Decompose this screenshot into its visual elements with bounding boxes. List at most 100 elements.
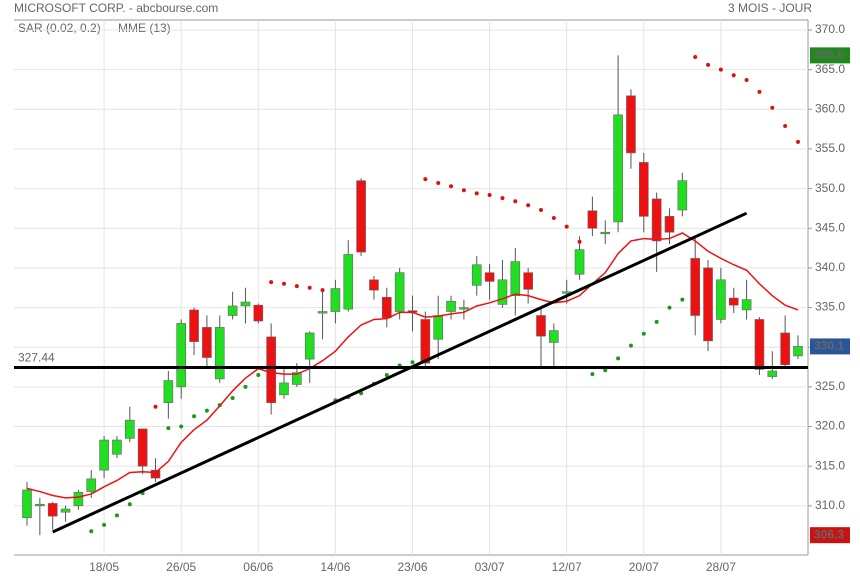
sar-dot [770,105,775,110]
price-tag-label: 306.3 [814,527,844,541]
candle-body [446,300,456,312]
candle-body [202,327,212,358]
sar-dot [410,360,415,365]
legend: SAR (0.02, 0.2) MME (13) [18,21,171,35]
y-tick-label: 360.0 [815,101,845,115]
candle-body [600,231,611,235]
x-tick-label: 23/06 [397,560,427,574]
sar-dot [757,89,762,94]
candle-body [728,297,739,306]
x-tick-label: 26/05 [166,560,196,574]
candle-body [664,216,675,233]
candle-body [420,319,431,364]
sar-dot [269,280,274,285]
candle-body [471,264,482,286]
sar-dot [641,331,646,336]
sar-dot [654,319,659,324]
sar-dot [744,77,749,82]
candle-body [253,304,264,322]
candle-body [112,439,122,455]
y-tick-label: 365.0 [815,62,845,76]
candle-body [497,279,508,305]
candle-body [22,489,32,519]
sar-dot [680,297,685,302]
candle-body [638,162,649,217]
x-tick-label: 14/06 [320,560,350,574]
candle-body [484,272,495,282]
candle-body [613,114,623,223]
chart-subtitle: 3 MOIS - JOUR [728,1,812,15]
sar-dot [89,529,94,534]
x-tick-label: 28/07 [706,560,736,574]
candle-body [137,428,148,467]
candle-body [574,249,585,275]
x-tick-label: 20/07 [629,560,659,574]
sar-dot [551,215,556,220]
price-tag [810,338,850,355]
candle-body [163,380,174,404]
sar-dot [461,188,466,193]
y-tick-label: 355.0 [815,141,845,155]
candle-body [150,469,161,479]
candle-body [176,323,186,388]
candle-body [754,319,765,370]
sar-dot [693,54,698,59]
candle-body [189,309,199,342]
candle-body [317,311,328,314]
candle-body [227,305,238,316]
sar-dot [577,239,582,244]
y-tick-label: 320.0 [815,419,845,433]
legend-label: MME (13) [118,21,171,35]
sar-dot [320,288,325,293]
sar-dot [796,139,800,144]
candle-body [510,261,521,296]
sar-dot [307,285,312,290]
y-tick-label: 370.0 [815,22,845,36]
sar-dot [718,67,723,72]
y-tick-label: 345.0 [815,220,845,234]
sar-dot [230,395,235,400]
candle-body [240,301,251,307]
candle-body [767,370,778,377]
sar-dot [282,281,286,286]
support-label: 327.44 [18,351,55,365]
sar-dot [783,123,788,128]
sar-dot [500,196,505,201]
sar-dot [114,513,119,518]
candle-body [690,258,701,316]
candle-body [433,315,444,340]
sar-dot [449,184,454,189]
candle-body [214,327,225,380]
sar-dot [243,384,248,389]
candle-body [343,254,354,310]
candle-body [523,272,533,290]
y-tick-label: 325.0 [815,379,845,393]
candle-body [677,180,688,211]
sar-dot [474,191,479,196]
sar-dot [204,408,209,413]
candle-body [279,382,289,396]
ema-line [26,232,799,499]
candle-body [86,478,97,492]
candle-body [73,492,84,507]
sar-dot [628,343,633,348]
candle-body [587,210,598,229]
candle-body [394,272,405,312]
sar-dot [153,404,158,409]
y-tick-label: 310.0 [815,498,845,512]
sar-dot [706,62,711,67]
sar-dot [294,284,299,289]
sar-dot [564,224,569,229]
sar-dot [616,356,621,361]
sar-dot [423,177,428,182]
candle-body [292,372,302,385]
sar-dot [179,424,184,429]
y-tick-label: 315.0 [815,458,845,472]
sar-dot [539,208,543,213]
candle-body [60,508,71,513]
price-tag-label: 366.8 [814,48,844,62]
y-tick-label: 340.0 [815,260,845,274]
x-tick-label: 03/07 [475,560,505,574]
sar-dot [192,414,197,419]
